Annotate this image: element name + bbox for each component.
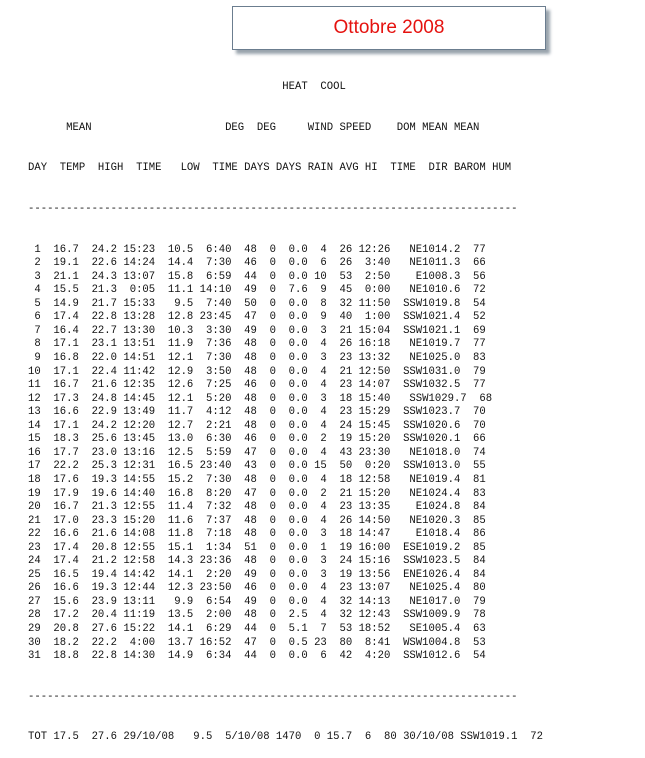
data-rows: 1 16.7 24.2 15:23 10.5 6:40 48 0 0.0 4 2…	[28, 244, 543, 664]
table-row: 22 16.6 21.6 14:08 11.8 7:18 48 0 0.0 3 …	[28, 528, 486, 541]
table-row: 30 18.2 22.2 4:00 13.7 16:52 47 0 0.5 23…	[28, 636, 486, 649]
header-line-2: MEAN DEG DEG WIND SPEED DOM MEAN MEAN	[28, 121, 480, 134]
table-row: 28 17.2 20.4 11:19 13.5 2:00 48 0 2.5 4 …	[28, 609, 486, 622]
table-row: 19 17.9 19.6 14:40 16.8 8:20 47 0 0.0 2 …	[28, 487, 486, 500]
table-row: 25 16.5 19.4 14:42 14.1 2:20 49 0 0.0 3 …	[28, 568, 486, 581]
separator-bottom: ----------------------------------------…	[28, 690, 518, 703]
table-row: 7 16.4 22.7 13:30 10.3 3:30 49 0 0.0 3 2…	[28, 324, 486, 337]
table-row: 27 15.6 23.9 13:11 9.9 6:54 49 0 0.0 4 3…	[28, 595, 486, 608]
table-row: 29 20.8 27.6 15:22 14.1 6:29 44 0 5.1 7 …	[28, 622, 486, 635]
table-row: 10 17.1 22.4 11:42 12.9 3:50 48 0 0.0 4 …	[28, 365, 486, 378]
table-row: 12 17.3 24.8 14:45 12.1 5:20 48 0 0.0 3 …	[28, 392, 493, 405]
table-row: 15 18.3 25.6 13:45 13.0 6:30 46 0 0.0 2 …	[28, 433, 486, 446]
table-row: 24 17.4 21.2 12:58 14.3 23:36 48 0 0.0 3…	[28, 555, 486, 568]
table-row: 2 19.1 22.6 14:24 14.4 7:30 46 0 0.0 6 2…	[28, 257, 486, 270]
separator-top: ----------------------------------------…	[28, 203, 518, 216]
title-box: Ottobre 2008	[232, 6, 546, 50]
table-row: 20 16.7 21.3 12:55 11.4 7:32 48 0 0.0 4 …	[28, 501, 486, 514]
table-row: 3 21.1 24.3 13:07 15.8 6:59 44 0 0.0 10 …	[28, 270, 486, 283]
table-row: 16 17.7 23.0 13:16 12.5 5:59 47 0 0.0 4 …	[28, 446, 486, 459]
table-row: 26 16.6 19.3 12:44 12.3 23:50 46 0 0.0 4…	[28, 582, 486, 595]
table-row: 17 22.2 25.3 12:31 16.5 23:40 43 0 0.0 1…	[28, 460, 486, 473]
weather-report: HEAT COOL MEAN DEG DEG WIND SPEED DOM ME…	[28, 54, 543, 758]
table-row: 11 16.7 21.6 12:35 12.6 7:25 46 0 0.0 4 …	[28, 379, 486, 392]
header-line-1: HEAT COOL	[28, 81, 346, 94]
table-row: 1 16.7 24.2 15:23 10.5 6:40 48 0 0.0 4 2…	[28, 243, 486, 256]
header-line-3: DAY TEMP HIGH TIME LOW TIME DAYS DAYS RA…	[28, 162, 512, 175]
table-row: 23 17.4 20.8 12:55 15.1 1:34 51 0 0.0 1 …	[28, 541, 486, 554]
table-row: 6 17.4 22.8 13:28 12.8 23:45 47 0 0.0 9 …	[28, 311, 486, 324]
report-title: Ottobre 2008	[333, 17, 445, 38]
table-row: 13 16.6 22.9 13:49 11.7 4:12 48 0 0.0 4 …	[28, 406, 486, 419]
table-row: 4 15.5 21.3 0:05 11.1 14:10 49 0 7.6 9 4…	[28, 284, 486, 297]
table-row: 9 16.8 22.0 14:51 12.1 7:30 48 0 0.0 3 2…	[28, 352, 486, 365]
table-row: 21 17.0 23.3 15:20 11.6 7:37 48 0 0.0 4 …	[28, 514, 486, 527]
total-row: TOT 17.5 27.6 29/10/08 9.5 5/10/08 1470 …	[28, 731, 543, 744]
table-row: 18 17.6 19.3 14:55 15.2 7:30 48 0 0.0 4 …	[28, 473, 486, 486]
table-row: 8 17.1 23.1 13:51 11.9 7:36 48 0 0.0 4 2…	[28, 338, 486, 351]
table-row: 31 18.8 22.8 14:30 14.9 6:34 44 0 0.0 6 …	[28, 650, 486, 663]
table-row: 14 17.1 24.2 12:20 12.7 2:21 48 0 0.0 4 …	[28, 419, 486, 432]
table-row: 5 14.9 21.7 15:33 9.5 7:40 50 0 0.0 8 32…	[28, 297, 486, 310]
